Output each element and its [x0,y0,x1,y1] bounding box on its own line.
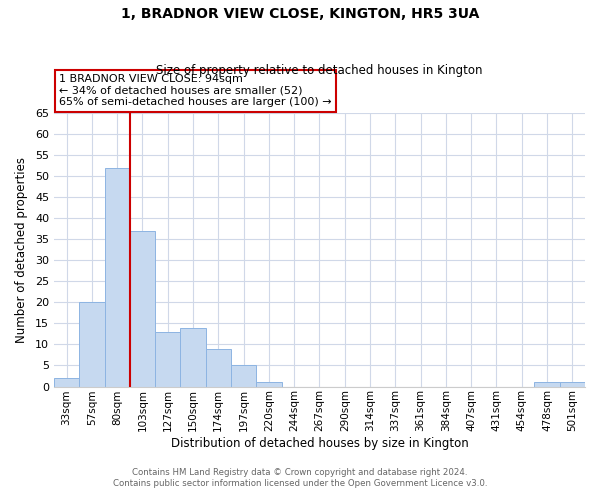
Bar [560,382,585,386]
X-axis label: Distribution of detached houses by size in Kington: Distribution of detached houses by size … [170,437,469,450]
Bar [256,382,281,386]
Bar [155,332,181,386]
Bar [206,348,231,387]
Text: 1, BRADNOR VIEW CLOSE, KINGTON, HR5 3UA: 1, BRADNOR VIEW CLOSE, KINGTON, HR5 3UA [121,8,479,22]
Bar [535,382,560,386]
Text: Contains HM Land Registry data © Crown copyright and database right 2024.
Contai: Contains HM Land Registry data © Crown c… [113,468,487,487]
Bar [231,366,256,386]
Bar [79,302,104,386]
Y-axis label: Number of detached properties: Number of detached properties [15,156,28,342]
Title: Size of property relative to detached houses in Kington: Size of property relative to detached ho… [156,64,483,77]
Bar [130,231,155,386]
Text: 1 BRADNOR VIEW CLOSE: 94sqm
← 34% of detached houses are smaller (52)
65% of sem: 1 BRADNOR VIEW CLOSE: 94sqm ← 34% of det… [59,74,332,108]
Bar [104,168,130,386]
Bar [181,328,206,386]
Bar [54,378,79,386]
